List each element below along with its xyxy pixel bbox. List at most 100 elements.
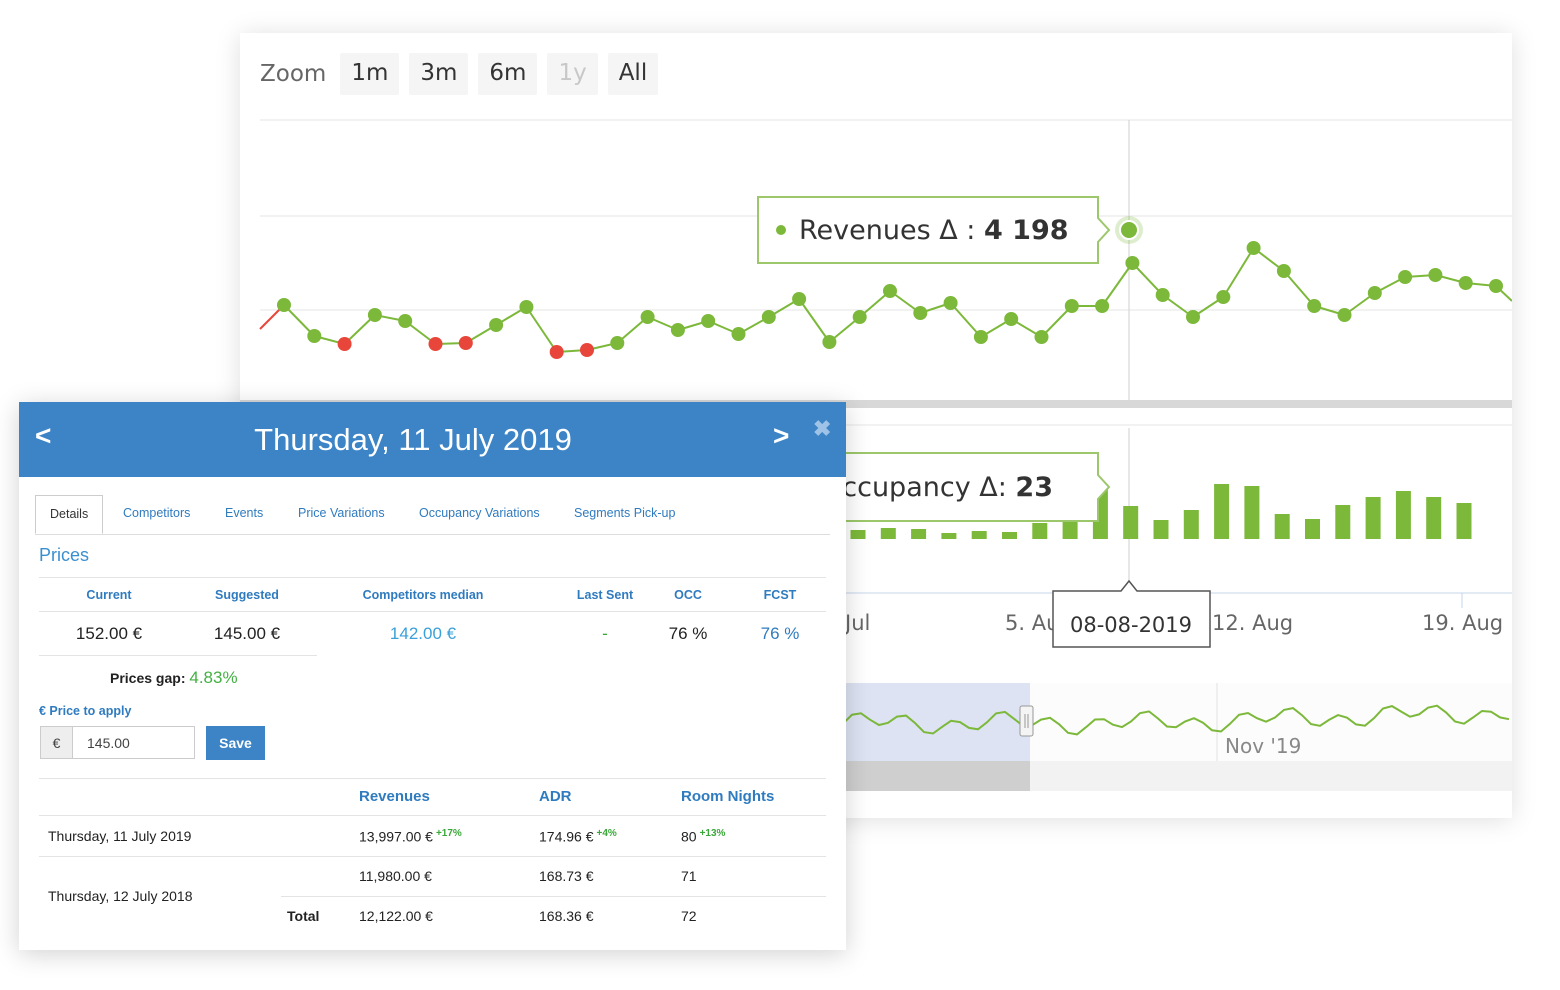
hover-point[interactable] [1119, 220, 1139, 240]
data-point[interactable] [549, 345, 564, 359]
zoom-6m-button[interactable]: 6m [478, 53, 538, 95]
occupancy-bar[interactable] [880, 528, 896, 539]
row-divider [39, 856, 826, 857]
data-point[interactable] [580, 343, 594, 357]
tab-competitors[interactable]: Competitors [123, 506, 191, 520]
data-point[interactable] [1095, 299, 1110, 313]
occupancy-bar[interactable] [941, 533, 957, 539]
data-point[interactable] [883, 284, 897, 298]
data-point[interactable] [398, 314, 413, 328]
scrollbar-track[interactable] [1030, 761, 1512, 791]
data-point[interactable] [1367, 286, 1382, 300]
data-point[interactable] [307, 329, 322, 343]
total-adr: 168.36 € [539, 908, 594, 924]
data-point[interactable] [1398, 270, 1413, 284]
occupancy-bar[interactable] [1153, 520, 1169, 539]
tab-details[interactable]: Details [35, 495, 104, 534]
header-suggested: Suggested [215, 588, 279, 602]
x-tick-label: Jul [843, 611, 870, 635]
competitors-median-price: 142.00 € [389, 624, 457, 643]
occupancy-bar[interactable] [911, 529, 927, 539]
tab-segments-pickup[interactable]: Segments Pick-up [574, 506, 676, 520]
occupancy-bar[interactable] [1002, 532, 1017, 539]
zoom-1y-button[interactable]: 1y [547, 53, 598, 95]
data-point[interactable] [852, 310, 867, 324]
occupancy-bar[interactable] [1365, 497, 1381, 539]
data-point[interactable] [1004, 312, 1019, 326]
pane-separator [240, 400, 1512, 408]
occupancy-bar[interactable] [1335, 505, 1351, 539]
navigator-handle[interactable] [1019, 705, 1034, 737]
occupancy-bar[interactable] [850, 530, 866, 539]
series-segment [1283, 270, 1315, 307]
price-to-apply-input[interactable] [72, 726, 195, 759]
data-point[interactable] [428, 337, 443, 351]
data-point[interactable] [489, 318, 504, 332]
data-point[interactable] [670, 323, 685, 337]
room-nights-delta: +13% [699, 828, 726, 839]
occupancy-bar[interactable] [1214, 484, 1230, 539]
date-tooltip [1052, 579, 1211, 648]
occupancy-bar[interactable] [1244, 486, 1260, 539]
occupancy-bar[interactable] [971, 531, 987, 539]
data-point[interactable] [337, 337, 352, 351]
data-point[interactable] [701, 314, 716, 328]
occupancy-bar[interactable] [1305, 519, 1320, 539]
data-point[interactable] [277, 298, 291, 312]
data-point[interactable] [1125, 256, 1140, 270]
data-point[interactable] [792, 292, 807, 306]
series-segment [798, 298, 831, 343]
tab-events[interactable]: Events [225, 506, 264, 520]
data-point[interactable] [640, 310, 655, 324]
zoom-all-button[interactable]: All [607, 53, 659, 95]
data-point[interactable] [1216, 290, 1231, 304]
occupancy-bar[interactable] [1395, 491, 1411, 539]
current-price: 152.00 € [75, 624, 143, 643]
data-point[interactable] [761, 310, 776, 324]
price-to-apply-label: € Price to apply [39, 704, 132, 718]
header-occ: OCC [674, 588, 702, 602]
data-point[interactable] [822, 335, 837, 349]
previous-day-button[interactable]: < [35, 420, 52, 451]
data-point[interactable] [1246, 241, 1261, 255]
tab-occupancy-variations[interactable]: Occupancy Variations [419, 506, 540, 520]
data-point[interactable] [973, 330, 988, 344]
occupancy-bar[interactable] [1456, 503, 1472, 539]
data-point[interactable] [519, 300, 534, 314]
tab-bar: Details Competitors Events Price Variati… [35, 495, 830, 535]
occupancy-bar[interactable] [1032, 523, 1048, 539]
data-point[interactable] [1276, 264, 1291, 278]
revenues-delta: +17% [435, 828, 462, 839]
occupancy-bar[interactable] [1183, 510, 1199, 539]
data-point[interactable] [731, 327, 746, 341]
row-divider [39, 655, 317, 656]
zoom-1m-button[interactable]: 1m [340, 53, 400, 95]
data-point[interactable] [1428, 268, 1443, 282]
data-point[interactable] [367, 308, 382, 322]
zoom-bar: Zoom 1m 3m 6m 1y All [260, 53, 668, 95]
tab-price-variations[interactable]: Price Variations [298, 506, 385, 520]
zoom-3m-button[interactable]: 3m [409, 53, 469, 95]
header-last-sent: Last Sent [576, 588, 634, 602]
data-point[interactable] [1337, 308, 1352, 322]
data-point[interactable] [458, 336, 473, 350]
data-point[interactable] [1064, 299, 1079, 313]
data-point[interactable] [943, 296, 958, 310]
occupancy-bar[interactable] [1274, 514, 1290, 539]
panel-header: < Thursday, 11 July 2019 > ✖ [19, 402, 846, 477]
data-point[interactable] [610, 336, 625, 350]
data-point[interactable] [1307, 299, 1322, 313]
data-point[interactable] [1186, 310, 1200, 324]
occupancy-bar[interactable] [1426, 497, 1442, 539]
data-point[interactable] [1458, 276, 1473, 290]
data-point[interactable] [913, 306, 928, 320]
close-icon[interactable]: ✖ [813, 416, 832, 441]
next-day-button[interactable]: > [773, 420, 790, 451]
series-segment [525, 306, 558, 353]
data-point[interactable] [1155, 288, 1170, 302]
save-button[interactable]: Save [206, 726, 265, 760]
data-point[interactable] [1489, 279, 1503, 293]
occupancy-bar[interactable] [1123, 506, 1139, 539]
row-date: Thursday, 11 July 2019 [48, 828, 192, 844]
data-point[interactable] [1034, 330, 1049, 344]
